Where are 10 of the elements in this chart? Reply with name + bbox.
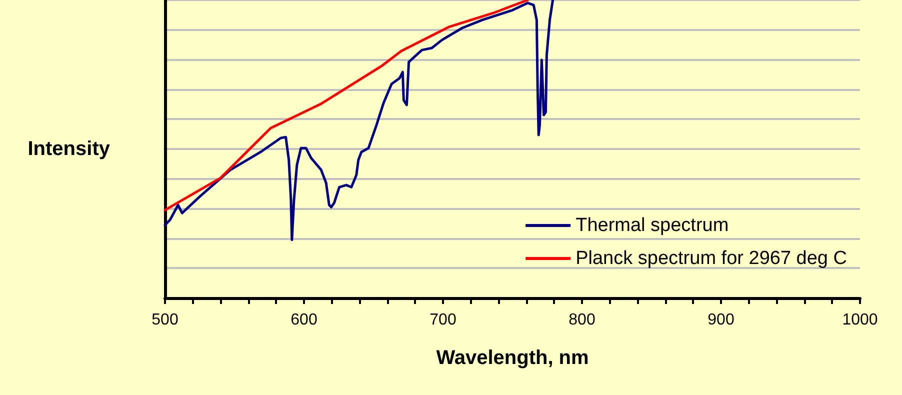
x-tick-label: 800 <box>568 312 596 328</box>
x-tick-label: 500 <box>152 312 178 328</box>
x-tick-label: 600 <box>290 312 318 328</box>
x-tick-label: 900 <box>708 312 734 328</box>
legend-label: Planck spectrum for 2967 deg C <box>576 248 848 269</box>
x-tick-label: 1000 <box>842 312 878 328</box>
x-tick-label: 700 <box>430 312 456 328</box>
legend-label: Thermal spectrum <box>576 215 729 236</box>
x-axis-title: Wavelength, nm <box>436 347 589 369</box>
y-axis-title: Intensity <box>28 138 111 160</box>
